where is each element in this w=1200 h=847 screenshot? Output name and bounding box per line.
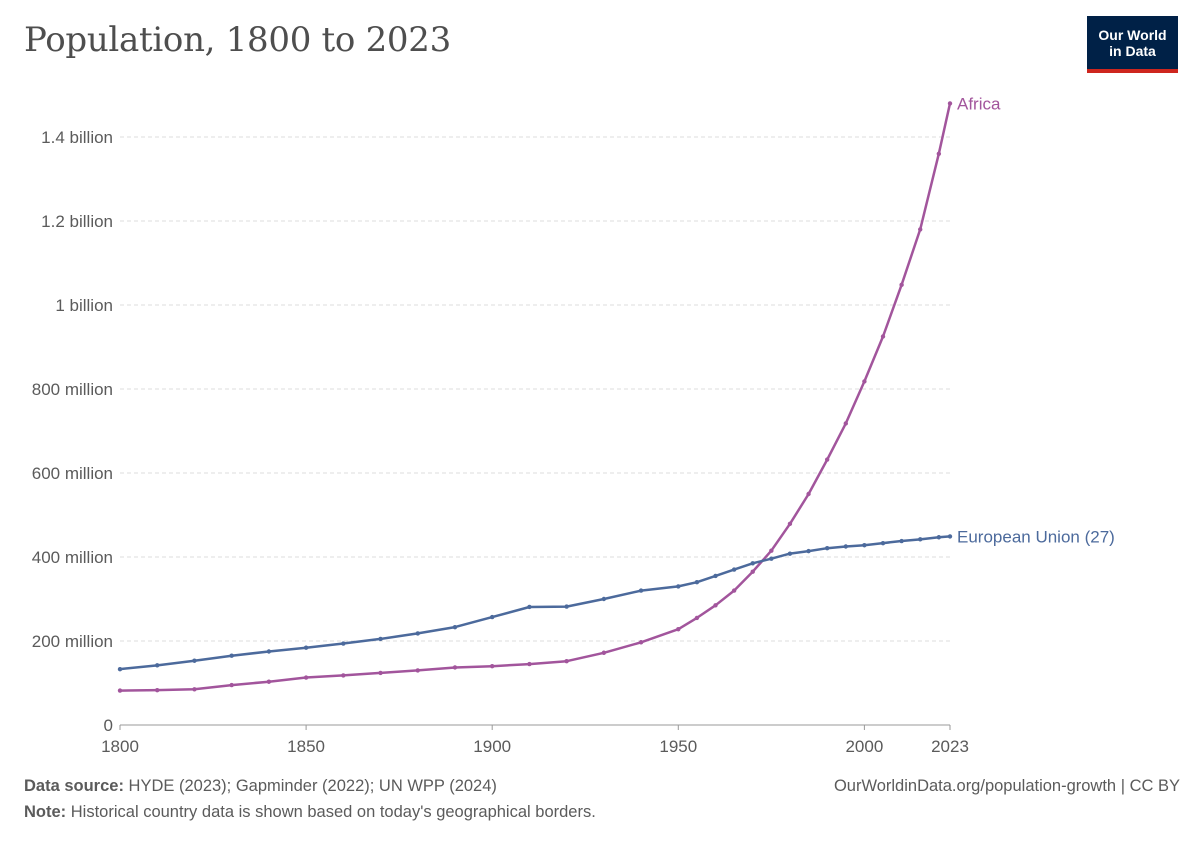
series-0-point-26 [880, 334, 886, 339]
series-line-0 [119, 103, 952, 692]
series-label-1: European Union (27) [957, 527, 1115, 546]
series-0-point-6 [341, 673, 346, 678]
series-0-point-28 [918, 227, 923, 232]
series-0-point-1 [155, 687, 160, 693]
series-0-point-11 [527, 661, 532, 667]
logo-line-2: in Data [1109, 42, 1156, 59]
series-0-point-22 [806, 491, 811, 497]
series-0-point-16 [694, 615, 700, 621]
series-1-point-24 [843, 544, 848, 549]
logo-line-1: Our World [1098, 26, 1167, 43]
series-1-point-11 [527, 604, 532, 610]
series-1-point-20 [769, 556, 774, 561]
series-1-point-5 [303, 645, 309, 650]
series-0-point-21 [787, 521, 793, 527]
series-1-point-18 [731, 567, 737, 572]
series-label-0: Africa [957, 94, 1001, 113]
series-line-1 [119, 535, 951, 671]
series-1-point-23 [824, 545, 830, 551]
series-1-point-9 [452, 624, 458, 630]
series-0-point-25 [862, 379, 867, 384]
series-0-point-24 [843, 421, 848, 426]
note-text: Historical country data is shown based o… [70, 803, 596, 821]
series-1-point-2 [192, 658, 197, 663]
series-1-point-13 [601, 596, 607, 602]
series-1-point-27 [899, 538, 904, 544]
data-source-label: Data source: [24, 777, 124, 795]
series-1-point-15 [676, 584, 681, 589]
data-source: Data source: HYDE (2023); Gapminder (202… [24, 777, 497, 796]
series-0-point-3 [229, 682, 234, 688]
credit-link[interactable]: OurWorldinData.org/population-growth | C… [833, 777, 1180, 795]
line-chart: 0 200 million 400 million 600 million 800 mi… [32, 94, 1115, 756]
x-tick-label-5: 2023 [931, 737, 969, 756]
series-1-point-7 [378, 636, 383, 642]
y-tick-label-5: 1 billion [55, 296, 113, 315]
series-0-point-10 [489, 664, 495, 669]
series-1-point-28 [918, 537, 923, 542]
series-0-point-20 [769, 548, 774, 553]
series-0-point-23 [824, 457, 830, 462]
series-1-point-0 [117, 666, 123, 672]
series-labels: Africa European Union (27) [957, 94, 1115, 546]
owid-logo[interactable]: Our World in Data [1087, 16, 1178, 73]
y-axis: 0 200 million 400 million 600 million 800 mi… [32, 128, 113, 735]
series-1-point-8 [415, 631, 420, 636]
x-tick-label-4: 2000 [845, 737, 883, 756]
y-tick-label-1: 200 million [32, 632, 113, 651]
series-1-point-12 [564, 604, 569, 609]
series-0-point-29 [936, 151, 942, 156]
series-0-point-4 [266, 679, 272, 684]
grid-lines [120, 136, 950, 642]
series-1-point-22 [806, 548, 811, 554]
series-lines [117, 101, 953, 693]
chart-title: Population, 1800 to 2023 [24, 20, 451, 60]
series-1-point-14 [638, 588, 644, 593]
y-tick-label-6: 1.2 billion [41, 212, 113, 231]
series-1-point-25 [862, 543, 867, 548]
series-1-point-4 [266, 649, 272, 654]
series-1-point-10 [489, 614, 495, 620]
series-1-point-26 [880, 540, 886, 546]
x-tick-label-2: 1900 [473, 737, 511, 756]
series-0-point-13 [601, 650, 607, 655]
series-0-point-14 [638, 640, 644, 645]
series-0-point-2 [192, 687, 197, 692]
series-1-point-17 [713, 573, 718, 579]
series-0-point-8 [415, 668, 420, 673]
series-0-point-19 [750, 569, 755, 574]
note-label: Note: [24, 803, 67, 821]
x-axis: 1800 1850 1900 1950 2000 2023 [101, 724, 969, 756]
series-0-point-17 [713, 603, 718, 608]
series-0-point-0 [117, 688, 123, 693]
series-0-point-15 [676, 627, 681, 632]
series-0-point-30 [947, 101, 953, 106]
series-1-point-3 [229, 653, 234, 658]
y-tick-label-4: 800 million [32, 380, 113, 399]
x-tick-label-0: 1800 [101, 737, 139, 756]
series-0-point-7 [378, 670, 383, 676]
y-tick-label-0: 0 [104, 716, 113, 735]
series-0-point-9 [452, 665, 458, 670]
series-1-point-21 [787, 551, 793, 556]
x-tick-label-3: 1950 [659, 737, 697, 756]
series-0-point-5 [303, 675, 309, 680]
series-0-point-27 [899, 282, 904, 288]
footnote: Note: Historical country data is shown b… [24, 803, 596, 822]
series-1-point-1 [155, 663, 160, 668]
series-1-point-16 [694, 580, 700, 585]
data-source-text: HYDE (2023); Gapminder (2022); UN WPP (2… [128, 777, 497, 795]
series-0-point-18 [731, 588, 737, 593]
x-tick-label-1: 1850 [287, 737, 325, 756]
y-tick-label-3: 600 million [32, 464, 113, 483]
series-1-point-6 [341, 641, 346, 646]
y-tick-label-7: 1.4 billion [41, 128, 113, 147]
y-tick-label-2: 400 million [32, 548, 113, 567]
series-0-point-12 [564, 658, 569, 664]
series-1-point-29 [936, 535, 942, 540]
series-1-point-19 [750, 561, 755, 566]
series-1-point-30 [947, 534, 953, 539]
